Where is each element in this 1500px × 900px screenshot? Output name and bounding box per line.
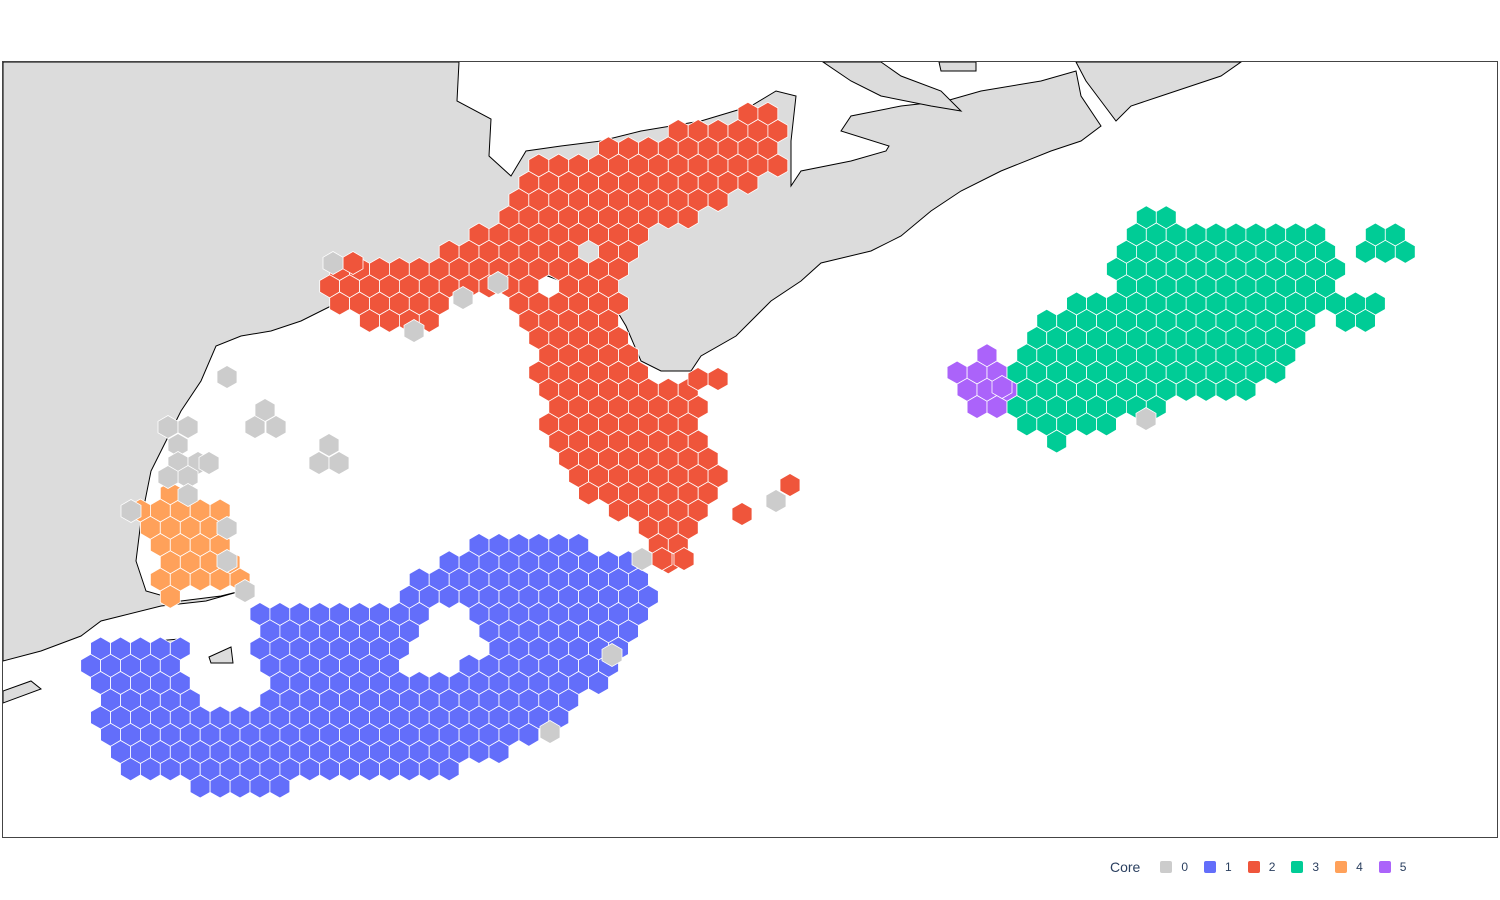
hexbin-core-0[interactable] bbox=[265, 415, 287, 439]
hexbin-core-0[interactable] bbox=[234, 579, 256, 603]
hexbin-core-3[interactable] bbox=[1265, 360, 1287, 385]
legend-title: Core bbox=[1110, 859, 1141, 875]
hexbin-core-2[interactable] bbox=[673, 547, 695, 571]
hexbin-core-2[interactable] bbox=[677, 205, 699, 230]
hexbin-core-0[interactable] bbox=[167, 433, 189, 457]
legend-item-4[interactable]: 4 bbox=[1335, 860, 1363, 874]
hexbin-core-1[interactable] bbox=[488, 740, 510, 764]
legend-swatch-4 bbox=[1335, 861, 1348, 873]
hexbin-core-0[interactable] bbox=[328, 451, 350, 475]
hexbin-core-0[interactable] bbox=[601, 643, 623, 667]
legend-swatch-2 bbox=[1247, 861, 1260, 873]
hexbin-core-2[interactable] bbox=[731, 502, 753, 526]
pei-island bbox=[822, 62, 963, 112]
hexbin-core-1[interactable] bbox=[269, 774, 291, 799]
hexbin-core-1[interactable] bbox=[588, 671, 609, 695]
hexbin-core-0[interactable] bbox=[120, 499, 142, 523]
legend-label-1: 1 bbox=[1225, 860, 1232, 874]
cape-breton-landmass bbox=[1075, 62, 1242, 122]
legend-item-5[interactable]: 5 bbox=[1378, 860, 1407, 874]
hexbin-core-0[interactable] bbox=[216, 549, 238, 573]
legend-label-5: 5 bbox=[1399, 860, 1407, 874]
legend-swatch-5 bbox=[1378, 861, 1391, 873]
hexbin-core-0[interactable] bbox=[254, 398, 276, 422]
hexbin-core-3[interactable] bbox=[1355, 308, 1376, 333]
hexbin-core-1[interactable] bbox=[438, 757, 460, 782]
hexbin-core-0[interactable] bbox=[177, 483, 199, 507]
hexbin-core-0[interactable] bbox=[322, 251, 344, 275]
hexbin-core-3[interactable] bbox=[1046, 429, 1067, 454]
hexbin-core-2[interactable] bbox=[687, 367, 709, 391]
hexbin-core-2[interactable] bbox=[707, 188, 729, 212]
hexbin-core-0[interactable] bbox=[216, 516, 238, 540]
island-north bbox=[938, 62, 977, 72]
hexbin-core-5[interactable] bbox=[991, 375, 1013, 399]
legend-swatch-0 bbox=[1160, 861, 1173, 873]
hexbin-core-0[interactable] bbox=[631, 547, 653, 571]
legend-item-1[interactable]: 1 bbox=[1204, 860, 1232, 874]
legend-item-2[interactable]: 2 bbox=[1247, 860, 1276, 874]
map-plot-area[interactable] bbox=[2, 61, 1498, 838]
hexbin-core-0[interactable] bbox=[403, 319, 425, 343]
hexbin-core-0[interactable] bbox=[318, 433, 340, 457]
hexbin-core-1[interactable] bbox=[518, 722, 540, 747]
legend-item-3[interactable]: 3 bbox=[1291, 860, 1319, 874]
legend-label-4: 4 bbox=[1356, 860, 1363, 874]
hexbin-core-0[interactable] bbox=[765, 489, 787, 513]
legend-item-0[interactable]: 0 bbox=[1160, 860, 1188, 874]
hexbin-core-2[interactable] bbox=[767, 153, 789, 178]
hexbin-core-0[interactable] bbox=[487, 271, 509, 295]
hexbin-core-0[interactable] bbox=[177, 415, 199, 439]
hexbin-core-0[interactable] bbox=[157, 465, 179, 489]
hexbin-core-0[interactable] bbox=[539, 720, 561, 744]
hexbin-core-2[interactable] bbox=[779, 473, 801, 497]
hexbin-core-0[interactable] bbox=[1135, 407, 1157, 431]
hexbin-core-0[interactable] bbox=[198, 451, 220, 475]
nantucket bbox=[208, 646, 234, 664]
legend-label-0: 0 bbox=[1181, 860, 1189, 874]
hexbin-core-3[interactable] bbox=[1235, 377, 1257, 402]
mainland-landmass bbox=[3, 62, 1102, 662]
map-canvas[interactable] bbox=[3, 62, 1498, 838]
hexbin-core-4[interactable] bbox=[159, 584, 181, 609]
legend-label-3: 3 bbox=[1312, 860, 1320, 874]
long-island bbox=[3, 680, 43, 704]
hexbin-layer bbox=[80, 101, 1416, 799]
legend-swatch-3 bbox=[1291, 861, 1304, 873]
hexbin-core-3[interactable] bbox=[1394, 239, 1416, 264]
legend: Core 0 1 2 3 4 5 bbox=[1110, 856, 1422, 878]
hexbin-core-3[interactable] bbox=[1096, 412, 1117, 437]
hexbin-core-0[interactable] bbox=[216, 365, 238, 389]
hexbin-core-0[interactable] bbox=[452, 286, 474, 310]
legend-swatch-1 bbox=[1204, 861, 1217, 873]
legend-label-2: 2 bbox=[1268, 860, 1276, 874]
hexbin-core-2[interactable] bbox=[737, 170, 759, 195]
hexbin-core-2[interactable] bbox=[707, 367, 729, 391]
